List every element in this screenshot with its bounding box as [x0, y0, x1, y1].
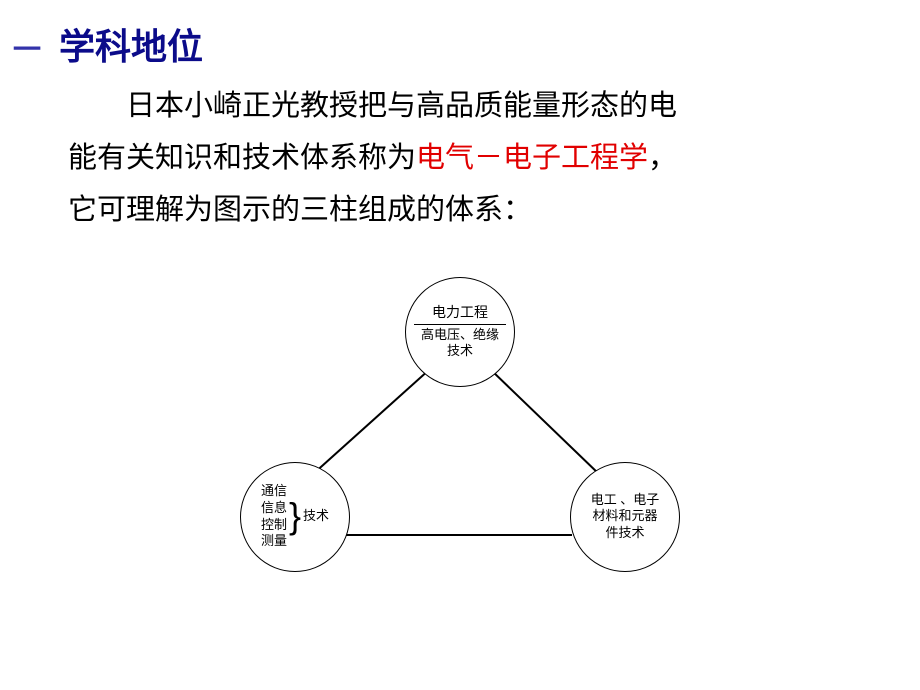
bracket-icon: } — [289, 500, 301, 532]
heading-row: 一 学科地位 — [0, 0, 920, 70]
body-paragraph: 日本小崎正光教授把与高品质能量形态的电 能有关知识和技术体系称为电气－电子工程学… — [0, 70, 920, 237]
node-left-side: 技术 — [303, 508, 329, 524]
node-right: 电工 、电子 材料和元器 件技术 — [570, 462, 680, 572]
node-top-upper: 电力工程 — [432, 304, 488, 322]
node-top-lower2: 技术 — [447, 343, 473, 359]
highlight-term: 电气－电子工程学 — [416, 142, 648, 174]
node-right-l2: 材料和元器 — [592, 508, 657, 524]
triangle-diagram: 电力工程 高电压、绝缘 技术 通信 信息 控制 测量 } 技术 电工 、电子 材… — [220, 277, 700, 587]
node-left-stack: 通信 信息 控制 测量 — [261, 483, 287, 551]
node-left: 通信 信息 控制 测量 } 技术 — [240, 462, 350, 572]
edge-top-left — [312, 369, 430, 475]
edge-top-right — [490, 369, 600, 475]
node-left-s2: 控制 — [261, 517, 287, 534]
node-top-divider — [414, 324, 507, 325]
node-right-l1: 电工 、电子 — [591, 492, 660, 508]
body-line3: 它可理解为图示的三柱组成的体系： — [68, 194, 532, 226]
body-line1: 日本小崎正光教授把与高品质能量形态的电 — [126, 90, 677, 122]
node-left-s0: 通信 — [261, 483, 287, 500]
node-left-s3: 测量 — [261, 533, 287, 550]
node-right-l3: 件技术 — [605, 525, 644, 541]
body-line2-prefix: 能有关知识和技术体系称为 — [68, 142, 416, 174]
node-top: 电力工程 高电压、绝缘 技术 — [405, 277, 515, 387]
page-title: 学科地位 — [59, 18, 203, 70]
body-line2-suffix: ， — [648, 142, 677, 174]
node-top-lower1: 高电压、绝缘 — [421, 327, 499, 343]
heading-bullet: 一 — [13, 28, 41, 68]
node-left-s1: 信息 — [261, 500, 287, 517]
